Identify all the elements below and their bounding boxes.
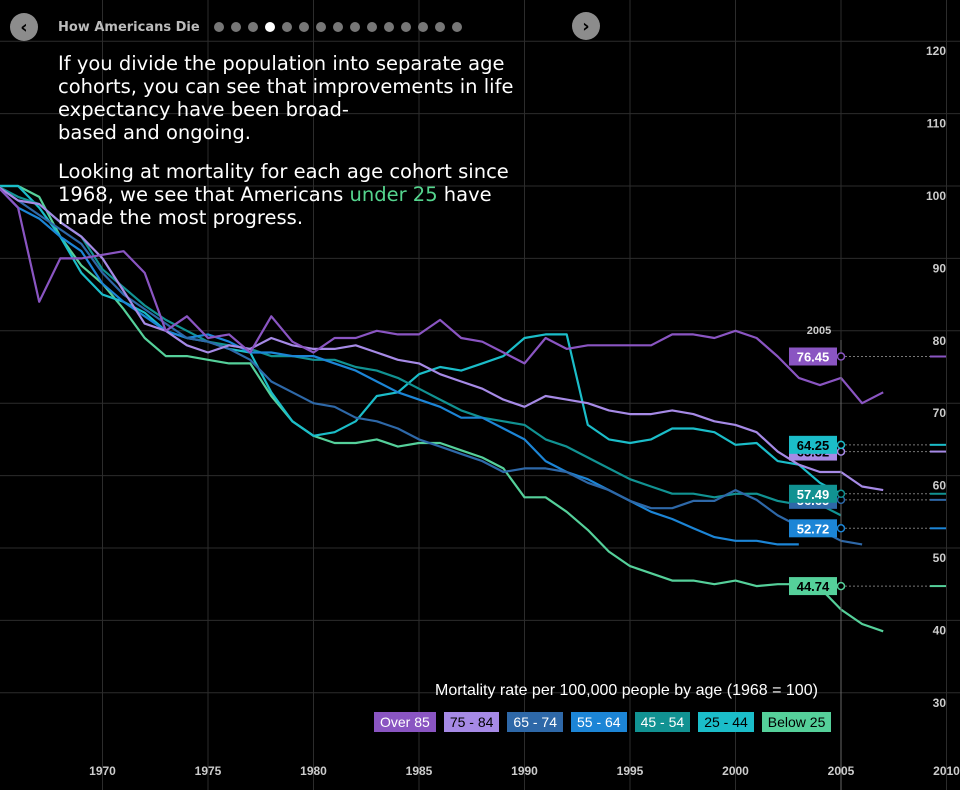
series-line [0, 187, 799, 546]
value-label-box [789, 577, 837, 596]
x-tick-label: 1985 [406, 764, 433, 778]
story-step-dot[interactable] [264, 22, 275, 32]
value-point [836, 524, 846, 533]
story-step-dots [213, 22, 462, 32]
next-arrow-icon[interactable]: › [572, 12, 600, 40]
value-point [836, 440, 846, 450]
story-step-dot[interactable] [451, 22, 462, 32]
y-tick-label: 90 [933, 261, 947, 275]
narrative-paragraph-1: If you divide the population into separa… [58, 52, 514, 144]
value-label: 52.72 [797, 521, 830, 536]
legend-item[interactable]: 25 - 44 [698, 712, 754, 732]
x-tick-label: 2010 [933, 764, 960, 778]
value-label: 44.74 [797, 579, 830, 594]
story-step-dot[interactable] [366, 22, 377, 32]
y-tick-label: 30 [933, 696, 947, 710]
value-label: 76.45 [797, 350, 830, 365]
value-label-box [789, 435, 837, 454]
story-title: How Americans Die [58, 19, 200, 35]
legend: Over 85 75 - 84 65 - 74 55 - 64 45 - 54 25 - … [374, 712, 832, 732]
y-tick-label: 50 [933, 551, 947, 565]
y-tick-label: 40 [933, 623, 947, 637]
narrative-paragraph-2: Looking at mortality for each age cohort… [58, 160, 538, 229]
legend-item[interactable]: Below 25 [761, 712, 832, 732]
series-line [0, 186, 863, 546]
story-nav: ‹ How Americans Die [10, 12, 462, 42]
story-step-dot[interactable] [298, 22, 309, 32]
story-step-dot[interactable] [281, 22, 292, 32]
legend-item[interactable]: 55 - 64 [571, 712, 627, 732]
value-label: 57.49 [797, 487, 830, 502]
x-tick-label: 1980 [300, 764, 327, 778]
story-step-dot[interactable] [383, 22, 394, 32]
y-tick-label: 110 [927, 117, 947, 131]
story-step-dot[interactable] [332, 22, 343, 32]
value-point [836, 581, 846, 591]
x-tick-label: 2000 [722, 764, 749, 778]
legend-item[interactable]: 65 - 74 [507, 712, 563, 732]
chart-caption: Mortality rate per 100,000 people by age… [435, 682, 818, 699]
value-label-box [789, 519, 837, 538]
story-step-dot[interactable] [349, 22, 360, 32]
x-tick-label: 1970 [89, 764, 116, 778]
value-label: 64.25 [797, 438, 830, 453]
highlight-year-label: 2005 [807, 325, 831, 337]
narrative-highlight: under 25 [349, 183, 438, 206]
value-point [836, 447, 846, 456]
value-point [836, 489, 846, 499]
x-axis: 1970 1975 1980 1985 1990 1995 2000 2005 2010 [89, 764, 960, 778]
y-axis: 30 40 50 60 70 80 90 100 110 120 [926, 44, 946, 710]
value-label-box [789, 347, 837, 366]
story-step-dot[interactable] [247, 22, 258, 32]
story-step-dot[interactable] [213, 22, 224, 32]
x-tick-label: 1975 [195, 764, 222, 778]
narrative-text-a: Looking at mortality for each age cohort… [58, 160, 509, 206]
narrative-text: If you divide the population into separa… [58, 52, 538, 245]
story-step-dot[interactable] [417, 22, 428, 32]
x-tick-label: 1995 [617, 764, 644, 778]
legend-item[interactable]: 45 - 54 [634, 712, 691, 732]
narrative-text-b: have made the most progress. [58, 183, 492, 229]
y-tick-label: 120 [926, 44, 946, 58]
series-line [0, 184, 884, 633]
story-step-dot[interactable] [400, 22, 411, 32]
series-line [0, 184, 842, 495]
y-tick-label: 100 [926, 189, 946, 203]
prev-arrow-icon[interactable]: ‹ [10, 13, 38, 41]
value-point [836, 352, 846, 361]
series-line [0, 187, 884, 405]
y-tick-label: 80 [933, 334, 947, 348]
value-label-box [789, 484, 837, 503]
story-step-dot[interactable] [230, 22, 241, 32]
legend-item[interactable]: Over 85 [374, 712, 436, 732]
y-tick-label: 60 [933, 479, 947, 493]
series-lines [0, 184, 884, 633]
legend-item[interactable]: 75 - 84 [443, 712, 500, 732]
y-tick-label: 70 [933, 406, 947, 420]
x-tick-label: 1990 [511, 764, 538, 778]
story-step-dot[interactable] [315, 22, 326, 32]
story-step-dot[interactable] [434, 22, 445, 32]
series-line [0, 186, 884, 492]
series-line [0, 186, 842, 517]
